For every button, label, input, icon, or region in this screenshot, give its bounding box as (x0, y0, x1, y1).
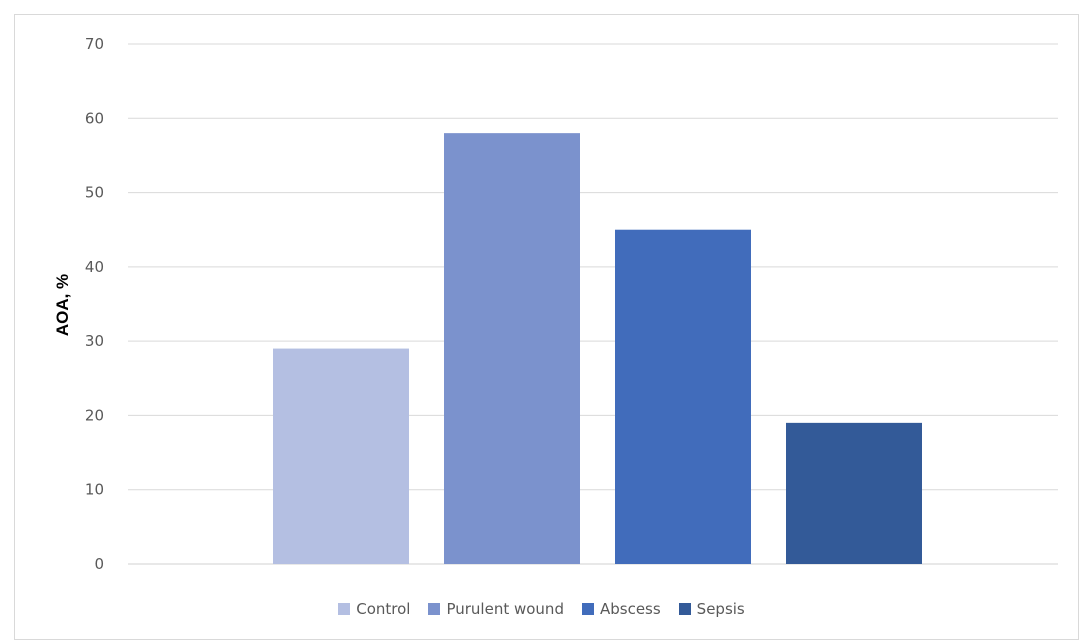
legend-swatch (581, 603, 594, 615)
y-axis-label: AOA, % (53, 274, 72, 336)
y-tick-label: 70 (85, 35, 104, 53)
y-tick-label: 50 (85, 184, 104, 202)
y-tick-label: 20 (85, 406, 104, 424)
legend-swatch (428, 603, 441, 615)
legend-item: Control (338, 600, 410, 618)
legend-swatch (678, 603, 691, 615)
bar-control (273, 348, 409, 564)
y-tick-label: 30 (85, 332, 104, 350)
legend-label: Abscess (599, 600, 661, 618)
y-tick-label: 0 (94, 555, 104, 573)
y-tick-label: 10 (85, 481, 104, 499)
legend-label: Sepsis (696, 600, 745, 618)
legend: Control Purulent wound Abscess Sepsis (0, 600, 1083, 618)
y-tick-label: 40 (85, 258, 104, 276)
legend-item: Abscess (581, 600, 661, 618)
bars (273, 133, 922, 564)
bar-sepsis (786, 422, 922, 564)
legend-swatch (338, 603, 351, 615)
chart-frame (14, 14, 1079, 640)
y-tick-labels: 0 10 20 30 40 50 60 70 (85, 35, 104, 573)
legend-item: Purulent wound (428, 600, 564, 618)
bar-abscess (615, 229, 751, 564)
y-tick-label: 60 (85, 109, 104, 127)
legend-item: Sepsis (678, 600, 745, 618)
legend-label: Control (356, 600, 411, 618)
bar-purulent-wound (444, 133, 580, 564)
legend-label: Purulent wound (446, 600, 564, 618)
